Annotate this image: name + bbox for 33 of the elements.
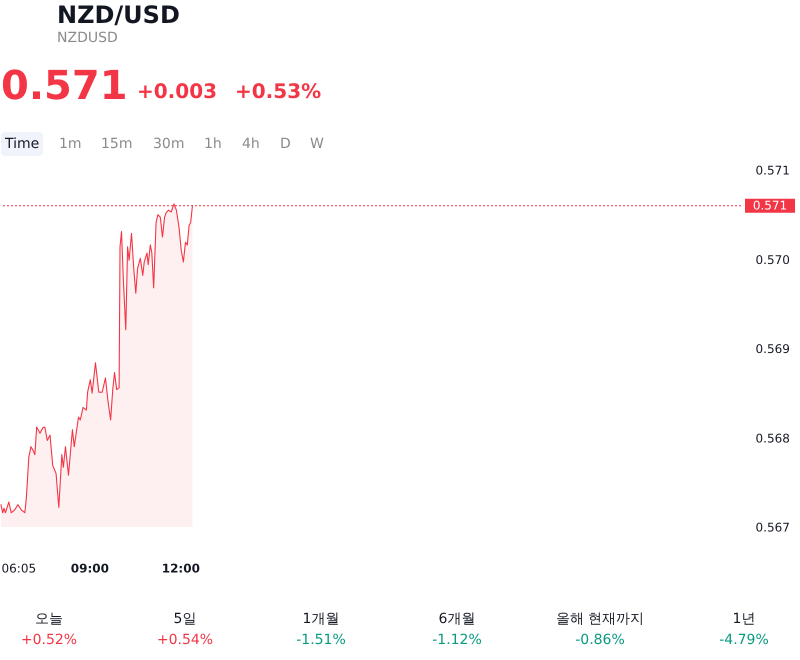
text: -1.51% bbox=[296, 632, 346, 648]
text: -0.86% bbox=[575, 632, 625, 648]
text: 1개월 bbox=[302, 611, 340, 627]
text: 15m bbox=[101, 136, 132, 152]
text: 오늘 bbox=[35, 611, 63, 627]
x-tick-label: 06:05 bbox=[2, 562, 36, 576]
text: 0.571 bbox=[1, 63, 128, 109]
text: +0.54% bbox=[156, 632, 214, 648]
text: 6개월 bbox=[438, 611, 476, 627]
y-tick-label: 0.569 bbox=[756, 342, 790, 356]
text: 1m bbox=[59, 136, 82, 152]
text: +0.53% bbox=[235, 79, 322, 103]
y-tick-label: 0.570 bbox=[756, 252, 790, 267]
text: 올해 현재까지 bbox=[556, 611, 644, 627]
text: Time bbox=[4, 136, 40, 152]
text: 30m bbox=[153, 136, 184, 152]
text: 5일 bbox=[174, 611, 196, 627]
chart-subtitle: NZDUSD bbox=[57, 30, 118, 46]
text: D bbox=[280, 136, 291, 152]
text: -1.12% bbox=[432, 632, 482, 648]
chart-title: NZD/USD bbox=[57, 1, 180, 29]
text: 1h bbox=[204, 136, 222, 152]
text: W bbox=[310, 136, 324, 152]
text: +0.003 bbox=[137, 79, 218, 103]
text: 1년 bbox=[732, 611, 756, 627]
y-tick-label: 0.571 bbox=[756, 164, 790, 178]
text: 4h bbox=[242, 136, 260, 152]
text: -4.79% bbox=[719, 632, 769, 648]
y-tick-label: 0.567 bbox=[756, 520, 790, 534]
y-tick-label: 0.568 bbox=[756, 431, 790, 446]
x-tick-label: 12:00 bbox=[162, 562, 200, 576]
x-tick-label: 09:00 bbox=[70, 562, 110, 576]
text: +0.52% bbox=[20, 632, 78, 648]
